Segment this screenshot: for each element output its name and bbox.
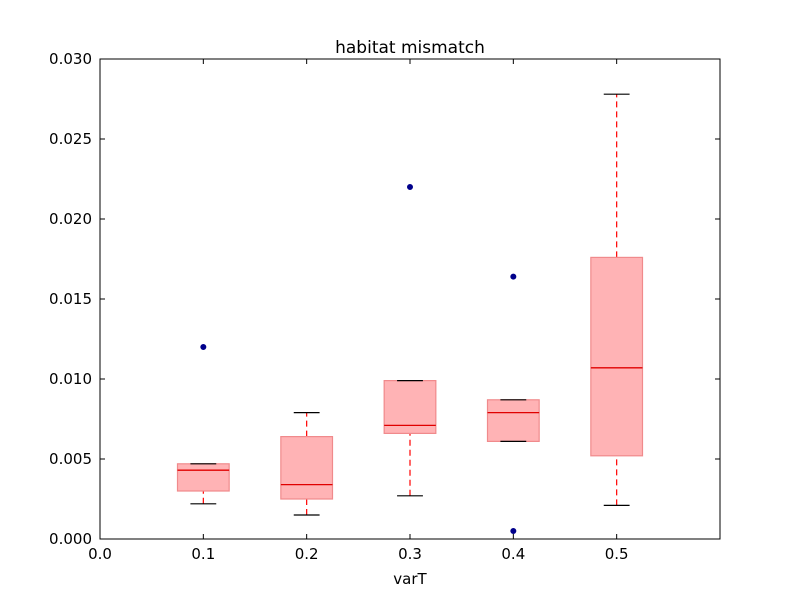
- box-iqr: [176, 463, 230, 492]
- box-iqr: [383, 380, 437, 435]
- x-tick-label: 0.0: [88, 545, 112, 563]
- outlier-point: [200, 344, 207, 350]
- box-group: [176, 344, 230, 505]
- y-tick-label: 0.015: [49, 290, 92, 308]
- box-group: [383, 184, 437, 497]
- x-tick-label: 0.2: [295, 545, 319, 563]
- y-tick-label: 0.025: [49, 130, 92, 148]
- box-iqr: [280, 436, 334, 500]
- y-tick-label: 0.000: [49, 530, 92, 548]
- y-tick-label: 0.020: [49, 210, 92, 228]
- y-axis: 0.000 0.005 0.010 0.015 0.020 0.025 0.030: [49, 50, 720, 548]
- x-tick-label: 0.1: [191, 545, 215, 563]
- y-tick-label: 0.010: [49, 370, 92, 388]
- box-group: [590, 93, 644, 506]
- x-tick-label: 0.3: [398, 545, 422, 563]
- x-tick-label: 0.4: [501, 545, 525, 563]
- outlier-point: [510, 273, 517, 280]
- x-axis: 0.0 0.1 0.2 0.3 0.4 0.5: [88, 59, 629, 563]
- box-group: [280, 412, 334, 516]
- y-tick-label: 0.005: [49, 450, 92, 468]
- box-iqr: [590, 256, 644, 457]
- chart-title: habitat mismatch: [335, 38, 485, 58]
- x-axis-label: varT: [393, 570, 427, 588]
- plot-frame: [99, 58, 721, 540]
- box-group: [486, 273, 540, 534]
- box-iqr: [486, 399, 540, 442]
- plot-area: [176, 93, 644, 534]
- outlier-point: [510, 528, 517, 534]
- outlier-point: [407, 184, 413, 190]
- x-tick-label: 0.5: [605, 545, 629, 563]
- y-tick-label: 0.030: [49, 50, 92, 68]
